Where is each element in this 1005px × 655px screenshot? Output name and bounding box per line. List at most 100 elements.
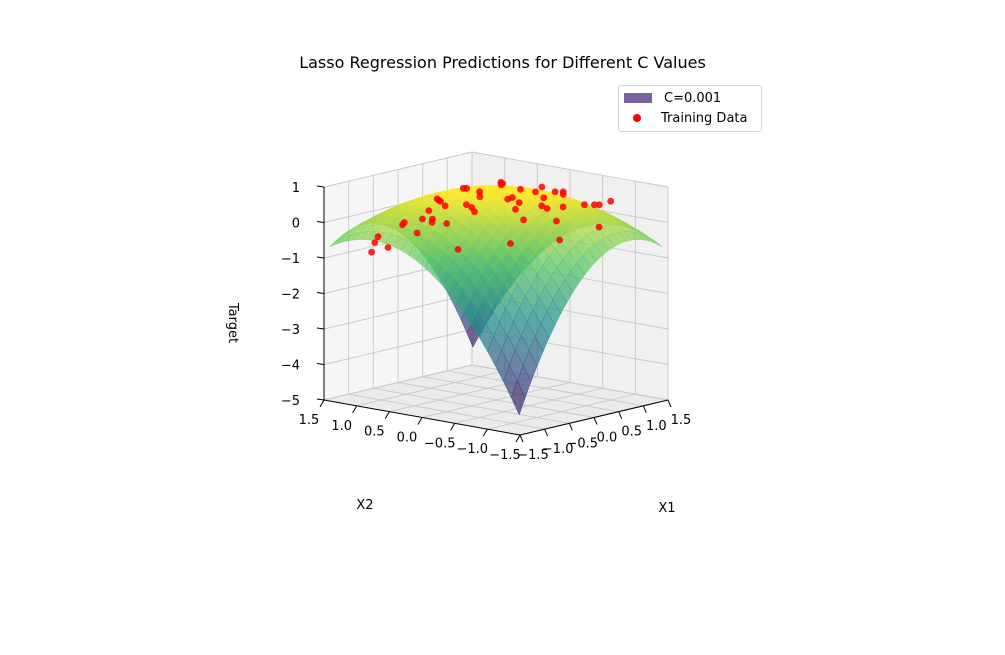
training-point	[607, 197, 615, 205]
x-tick-mark	[667, 399, 672, 408]
training-point	[463, 201, 470, 209]
x-tick-mark	[568, 423, 573, 431]
z-tick-mark	[316, 363, 325, 365]
training-point	[512, 205, 519, 213]
training-point	[553, 217, 560, 225]
z-axis-label: Target	[225, 302, 240, 343]
chart-title: Lasso Regression Predictions for Differe…	[299, 53, 706, 72]
surface-facet	[511, 380, 526, 416]
training-point	[459, 184, 467, 192]
y-tick-mark	[352, 405, 358, 414]
y-tick-mark	[482, 428, 488, 437]
x-tick-label: −0.5	[567, 436, 599, 451]
z-tick-label: 0	[292, 217, 300, 232]
legend-training-swatch	[633, 114, 641, 122]
y-tick-label: 0.0	[397, 431, 418, 446]
y-axis-label: X2	[356, 498, 373, 513]
training-point	[595, 201, 603, 209]
x-tick-label: 1.0	[646, 419, 667, 434]
training-point	[476, 188, 483, 196]
z-tick-label: 1	[292, 181, 300, 196]
z-tick-mark	[316, 327, 325, 330]
y-tick-label: 1.5	[299, 413, 320, 428]
grid-line-z	[323, 151, 669, 188]
training-point	[551, 188, 559, 196]
training-point	[559, 203, 567, 211]
z-tick-label: −5	[281, 394, 300, 409]
y-tick-mark	[384, 411, 390, 419]
x-tick-mark	[544, 428, 549, 437]
y-tick-label: 1.0	[331, 419, 352, 434]
y-tick-label: −1.5	[489, 448, 521, 463]
z-tick-mark	[316, 185, 325, 188]
training-point	[559, 188, 567, 196]
training-point	[441, 202, 449, 210]
z-tick-label: −1	[281, 252, 300, 267]
x-tick-mark	[519, 434, 524, 443]
training-point	[540, 194, 548, 202]
axis-lines	[316, 185, 672, 443]
legend-surface-label: C=0.001	[664, 90, 722, 106]
training-point	[538, 202, 546, 210]
training-point	[508, 194, 516, 201]
training-point	[543, 205, 551, 212]
y-tick-mark	[417, 417, 423, 425]
training-point	[517, 185, 524, 193]
training-point	[581, 201, 588, 209]
y-tick-label: 0.5	[364, 425, 385, 440]
x-tick-mark	[593, 417, 598, 425]
legend-entry-training: Training Data	[619, 109, 747, 127]
training-point	[425, 207, 433, 215]
x-tick-label: 1.5	[671, 413, 692, 428]
prediction-surface	[329, 185, 663, 416]
training-point	[413, 229, 421, 237]
training-point	[454, 246, 462, 253]
training-point	[368, 248, 375, 256]
training-point	[591, 201, 598, 209]
training-point	[419, 215, 426, 223]
training-point	[471, 208, 478, 216]
x-tick-label: −1.5	[517, 448, 549, 463]
y-tick-mark	[450, 423, 456, 431]
x-tick-label: 0.5	[621, 425, 642, 440]
training-point	[399, 221, 406, 229]
z-tick-label: −2	[281, 288, 300, 303]
legend-surface-swatch	[624, 93, 652, 103]
z-tick-mark	[316, 256, 325, 259]
training-point	[595, 223, 603, 231]
training-points	[368, 178, 615, 256]
y-tick-label: −1.0	[457, 442, 489, 457]
x-axis-label: X1	[658, 501, 675, 516]
training-point	[476, 193, 484, 201]
training-point	[520, 216, 527, 224]
training-point	[428, 219, 436, 226]
z-tick-label: −3	[281, 323, 300, 338]
training-point	[507, 240, 514, 247]
z-tick-mark	[316, 292, 325, 294]
y-tick-mark	[319, 399, 325, 408]
training-point	[538, 183, 546, 191]
tick-labels: −1.5−1.0−0.50.0 0.5 1.0 1.51.5 1.0 0.5 0.0 −0.5…	[281, 181, 692, 463]
grid-line-z	[323, 364, 669, 401]
training-point	[556, 236, 563, 244]
y-tick-mark	[515, 434, 521, 443]
z-tick-mark	[316, 221, 325, 223]
legend-entry-surface: C=0.001	[619, 89, 721, 107]
legend-training-label: Training Data	[661, 110, 748, 126]
training-point	[532, 188, 539, 196]
y-tick-label: −0.5	[424, 436, 456, 451]
x-tick-mark	[642, 405, 647, 414]
x-tick-label: −1.0	[542, 442, 574, 457]
training-point	[515, 199, 523, 207]
training-point	[433, 195, 441, 203]
x-tick-mark	[618, 411, 623, 419]
training-point	[374, 233, 382, 241]
training-point	[497, 178, 505, 186]
z-tick-mark	[316, 398, 325, 401]
training-point	[384, 244, 392, 251]
z-tick-label: −4	[281, 359, 300, 374]
x-tick-label: 0.0	[597, 431, 618, 446]
training-point	[443, 220, 451, 227]
